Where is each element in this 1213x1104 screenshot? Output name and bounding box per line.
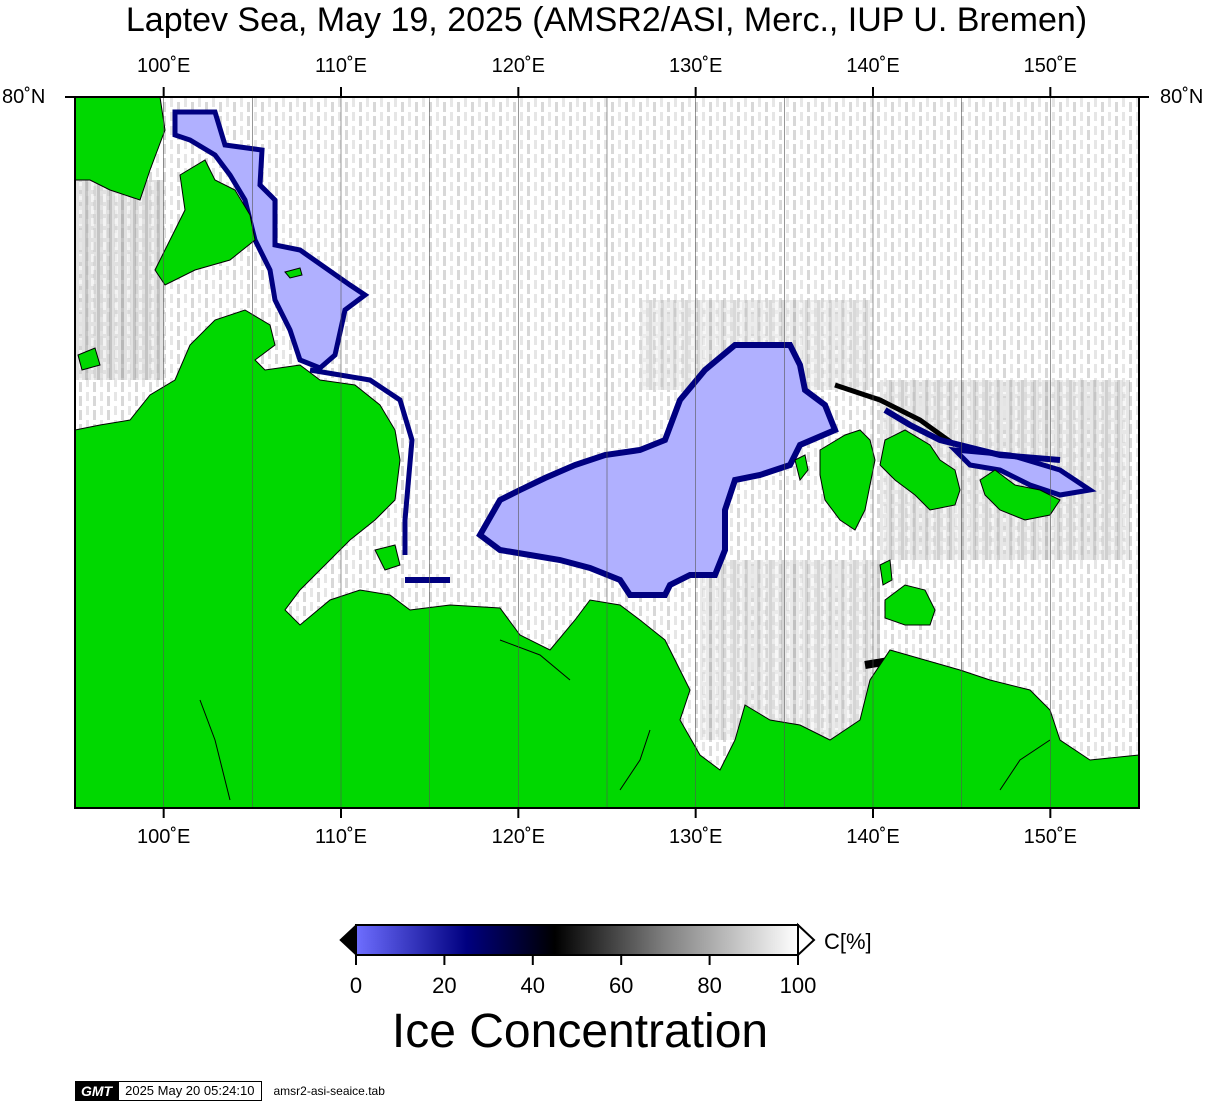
meridian-grid: [163, 97, 1051, 808]
ice-patch: [700, 560, 880, 740]
land-island-small-6: [77, 347, 101, 371]
lon-tick-label: 100˚E: [136, 826, 191, 848]
colorbar-high-triangle: [797, 922, 816, 958]
colorbar-title: Ice Concentration: [391, 1005, 769, 1058]
land-severnaya-zemlya-east: [154, 159, 256, 286]
river: [999, 739, 1051, 791]
open-water-west: [172, 109, 370, 371]
colorbar-tick-label: 20: [432, 973, 457, 998]
land-island-small-3: [879, 559, 893, 586]
ice-edge-streak: [883, 407, 1061, 463]
river: [199, 699, 231, 801]
colorbar-tick-label: 40: [520, 973, 546, 998]
lon-tick-label: 130˚E: [668, 826, 723, 848]
lon-tick-label: 150˚E: [1023, 826, 1078, 848]
lon-tick-label: 100˚E: [136, 55, 191, 77]
land-island-small-4: [374, 544, 401, 571]
frame-ticks: [162, 87, 1052, 818]
lon-tick-label: 120˚E: [491, 55, 546, 77]
land-new-siberian-islands-1: [819, 429, 876, 531]
river: [499, 639, 571, 681]
gmt-timestamp: GMT 2025 May 20 05:24:10 amsr2-asi-seaic…: [75, 1081, 385, 1101]
colorbar-unit: C[%]: [824, 929, 872, 954]
lon-tick-label: 130˚E: [668, 55, 723, 77]
timestamp-text: 2025 May 20 05:24:10: [118, 1081, 262, 1101]
open-water-central: [476, 342, 839, 598]
land-island-small-5: [284, 267, 303, 279]
colorbar-gradient: [355, 924, 799, 956]
gmt-logo: GMT: [75, 1081, 119, 1101]
colorbar-ticks: [355, 955, 799, 965]
map-title: Laptev Sea, May 19, 2025 (AMSR2/ASI, Mer…: [125, 1, 1088, 39]
lon-tick-label: 140˚E: [846, 826, 900, 848]
colorbar-tick-label: 100: [779, 973, 817, 998]
lon-tick-label: 110˚E: [315, 826, 367, 848]
land-new-siberian-islands-2: [879, 429, 961, 511]
colorbar: [339, 922, 816, 965]
lon-tick-label: 140˚E: [846, 55, 900, 77]
land-severnaya-zemlya-west: [75, 97, 166, 201]
lon-tick-label: 110˚E: [315, 55, 367, 77]
ice-edge-streak: [834, 382, 957, 448]
land-island-small-1: [884, 584, 936, 626]
lon-tick-label: 120˚E: [491, 826, 546, 848]
land-island-small-2: [794, 454, 809, 482]
source-file: amsr2-asi-seaice.tab: [273, 1084, 385, 1098]
ice-edge-streak: [309, 367, 415, 555]
lat-label-right: 80˚N: [1160, 86, 1204, 108]
lat-label-left: 80˚N: [2, 86, 46, 108]
colorbar-tick-label: 60: [608, 973, 634, 998]
lon-tick-label: 150˚E: [1023, 55, 1078, 77]
land-new-siberian-islands-3: [979, 469, 1061, 521]
colorbar-low-triangle: [339, 923, 357, 957]
colorbar-tick-label: 0: [349, 973, 363, 998]
colorbar-tick-label: 80: [697, 973, 722, 998]
map-frame: [74, 96, 1140, 809]
ice-patch: [75, 180, 165, 380]
river: [619, 729, 651, 791]
